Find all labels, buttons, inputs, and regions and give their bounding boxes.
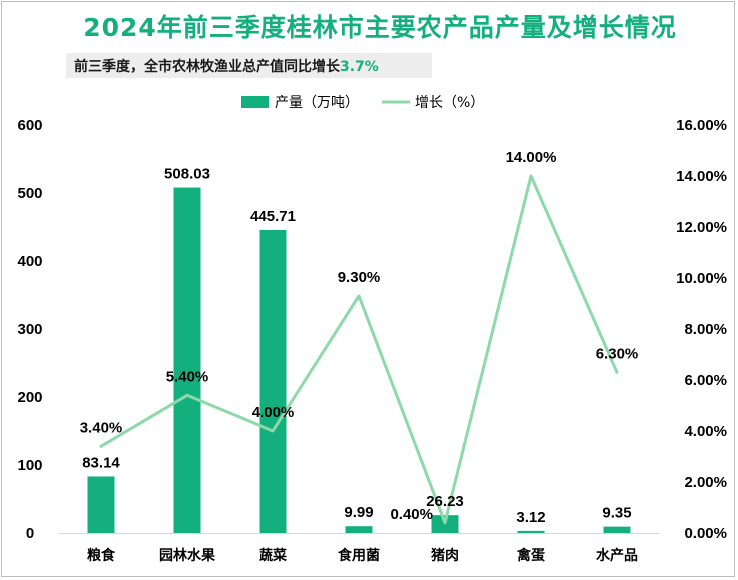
- line-value-label: 5.40%: [166, 368, 209, 385]
- bar: [517, 530, 545, 533]
- line-value-label: 0.40%: [390, 506, 433, 523]
- y-right-tick-label: 8.00%: [684, 321, 727, 338]
- y-right-tick-label: 10.00%: [676, 270, 727, 287]
- subtitle-box: [66, 53, 432, 78]
- y-left-tick-label: 600: [17, 117, 42, 134]
- chart-title: 2024年前三季度桂林市主要农产品产量及增长情况: [83, 13, 677, 42]
- subtitle-text: 前三季度，全市农林牧渔业总产值同比增长: [74, 59, 340, 75]
- y-right-tick-label: 4.00%: [684, 423, 727, 440]
- bar: [259, 229, 287, 533]
- growth-line: [99, 174, 619, 525]
- subtitle-highlight: 3.7%: [340, 59, 379, 75]
- x-category-label: 水产品: [596, 547, 638, 564]
- y-right-tick-label: 12.00%: [676, 219, 727, 236]
- bar-value-label: 3.12: [516, 509, 545, 526]
- legend-bar-swatch: [241, 96, 269, 108]
- legend-line-label: 增长（%）: [415, 95, 484, 111]
- x-category-label: 食用菌: [338, 547, 380, 564]
- line-value-label: 3.40%: [80, 419, 123, 436]
- chart-subtitle: 前三季度，全市农林牧渔业总产值同比增长3.7%: [74, 56, 379, 76]
- bar-value-label: 83.14: [82, 454, 120, 471]
- y-left-tick-label: 300: [17, 321, 42, 338]
- bar: [173, 187, 201, 533]
- bar: [345, 526, 373, 533]
- bar-value-label: 445.71: [250, 208, 296, 225]
- y-right-tick-label: 6.00%: [684, 372, 727, 389]
- y-left-tick-label: 400: [17, 253, 42, 270]
- y-left-tick-label: 200: [17, 389, 42, 406]
- bar: [603, 526, 631, 533]
- y-right-tick-label: 16.00%: [676, 117, 727, 134]
- bar-value-label: 9.99: [344, 504, 373, 521]
- y-left-tick-label: 100: [17, 457, 42, 474]
- x-category-label: 粮食: [87, 547, 116, 564]
- x-category-label: 禽蛋: [516, 547, 545, 564]
- bar: [87, 476, 115, 533]
- y-right-tick-label: 2.00%: [684, 474, 727, 491]
- legend-bar-label: 产量（万吨）: [275, 95, 359, 111]
- x-category-label: 蔬菜: [259, 547, 288, 564]
- y-right-tick-label: 0.00%: [684, 525, 727, 542]
- bar-value-label: 9.35: [602, 505, 631, 522]
- y-left-tick-label: 0: [26, 525, 34, 542]
- y-left-tick-label: 500: [17, 185, 42, 202]
- line-value-label: 14.00%: [506, 149, 557, 166]
- bar-value-label: 508.03: [164, 166, 210, 183]
- line-value-label: 9.30%: [338, 269, 381, 286]
- y-right-tick-label: 14.00%: [676, 168, 727, 185]
- bar-value-label: 26.23: [426, 493, 464, 510]
- x-category-label: 猪肉: [430, 547, 459, 564]
- line-value-label: 6.30%: [596, 345, 639, 362]
- line-value-label: 4.00%: [252, 404, 295, 421]
- x-category-label: 园林水果: [159, 547, 216, 564]
